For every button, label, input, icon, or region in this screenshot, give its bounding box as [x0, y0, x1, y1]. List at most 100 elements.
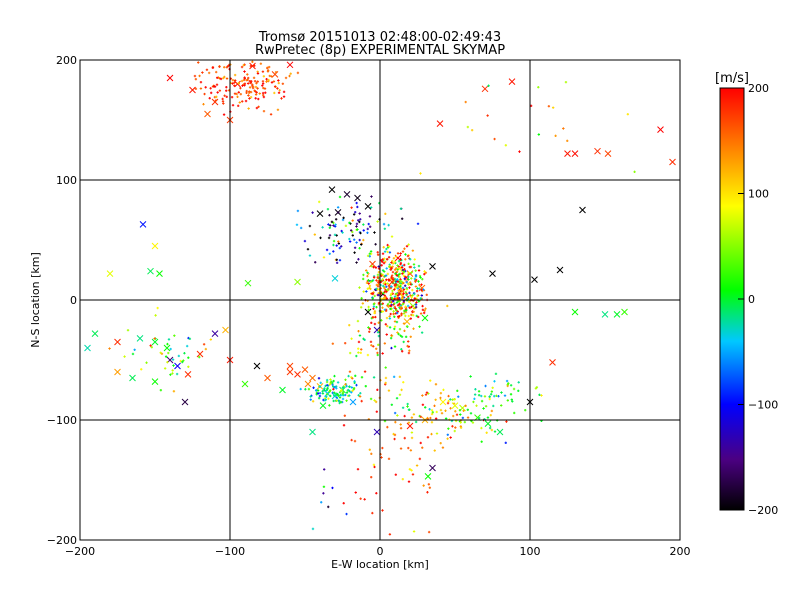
data-dot: [395, 270, 399, 273]
data-dot: [385, 290, 388, 293]
data-dot: [231, 104, 235, 107]
data-point: [601, 311, 609, 318]
data-dot: [401, 272, 404, 275]
data-dot: [401, 406, 405, 410]
data-dot: [367, 282, 370, 285]
data-dot: [372, 302, 376, 306]
data-dot: [187, 336, 190, 340]
data-dot: [370, 344, 373, 347]
data-point: [151, 338, 159, 346]
data-point: [147, 267, 154, 275]
data-dot: [273, 85, 277, 88]
data-dot: [419, 172, 422, 175]
data-dot: [386, 250, 389, 254]
data-point: [594, 147, 601, 155]
data-dot: [265, 77, 268, 81]
data-dot: [341, 386, 345, 389]
data-dot: [399, 285, 402, 288]
data-dot: [325, 389, 328, 392]
data-dot: [341, 397, 345, 401]
data-dot: [387, 305, 390, 308]
data-dot: [376, 331, 380, 334]
data-dot: [404, 305, 407, 308]
data-dot: [403, 277, 406, 280]
data-dot: [384, 376, 388, 380]
data-dot: [355, 261, 358, 264]
data-dot: [325, 384, 329, 387]
data-dot: [336, 211, 340, 214]
data-dot: [407, 283, 410, 286]
data-dot: [255, 91, 258, 94]
data-dot: [256, 72, 260, 75]
data-dot: [367, 222, 370, 226]
colorbar-tick-label: 100: [748, 188, 769, 201]
data-dot: [368, 284, 372, 288]
data-dot: [329, 378, 332, 381]
data-dot: [172, 390, 176, 393]
data-dot: [211, 66, 215, 70]
data-dot: [458, 408, 462, 412]
data-dot: [266, 66, 269, 70]
data-dot: [439, 396, 442, 400]
data-dot: [351, 230, 354, 234]
data-dot: [295, 223, 299, 226]
data-dot: [391, 262, 395, 265]
data-dot: [332, 250, 335, 253]
data-dot: [154, 314, 157, 317]
data-dot: [356, 319, 360, 323]
data-dot: [391, 289, 394, 293]
data-dot: [540, 394, 543, 397]
data-dot: [385, 267, 388, 270]
data-dot: [385, 258, 389, 261]
data-dot: [373, 309, 377, 313]
data-dot: [393, 327, 396, 331]
data-dot: [388, 533, 392, 536]
data-dot: [418, 287, 421, 290]
data-dot: [365, 290, 368, 293]
data-dot: [406, 405, 409, 408]
data-dot: [426, 436, 430, 439]
data-dot: [493, 137, 496, 141]
data-dot: [364, 384, 367, 388]
data-dot: [396, 264, 399, 267]
data-dot: [382, 261, 386, 265]
data-dot: [396, 315, 400, 318]
data-dot: [400, 297, 404, 300]
data-dot: [311, 211, 314, 214]
y-tick-label: 200: [56, 54, 77, 67]
data-dot: [384, 280, 387, 284]
data-dot: [238, 101, 241, 104]
data-dot: [451, 398, 454, 401]
data-dot: [202, 343, 206, 346]
data-dot: [242, 63, 245, 67]
data-dot: [388, 245, 391, 248]
data-dot: [387, 223, 390, 227]
data-dot: [345, 391, 349, 394]
data-dot: [181, 360, 184, 364]
data-dot: [360, 243, 363, 246]
data-dot: [408, 306, 411, 309]
data-dot: [422, 311, 426, 315]
data-dot: [376, 276, 379, 279]
data-dot: [449, 436, 452, 439]
data-point: [163, 344, 171, 352]
data-dot: [421, 277, 424, 281]
data-dot: [389, 312, 392, 316]
data-dot: [198, 74, 201, 78]
data-dot: [242, 78, 246, 82]
data-dot: [353, 251, 356, 254]
data-dot: [381, 269, 385, 272]
data-dot: [335, 387, 338, 390]
data-dot: [314, 261, 317, 264]
data-dot: [375, 410, 378, 413]
data-dot: [356, 205, 359, 209]
data-dot: [393, 320, 397, 323]
data-dot: [504, 441, 507, 445]
data-dot: [402, 322, 406, 325]
data-dot: [249, 64, 253, 68]
data-dot: [327, 236, 331, 240]
data-dot: [400, 266, 404, 269]
data-dot: [403, 329, 406, 333]
data-dot: [397, 259, 401, 263]
data-dot: [424, 307, 427, 310]
